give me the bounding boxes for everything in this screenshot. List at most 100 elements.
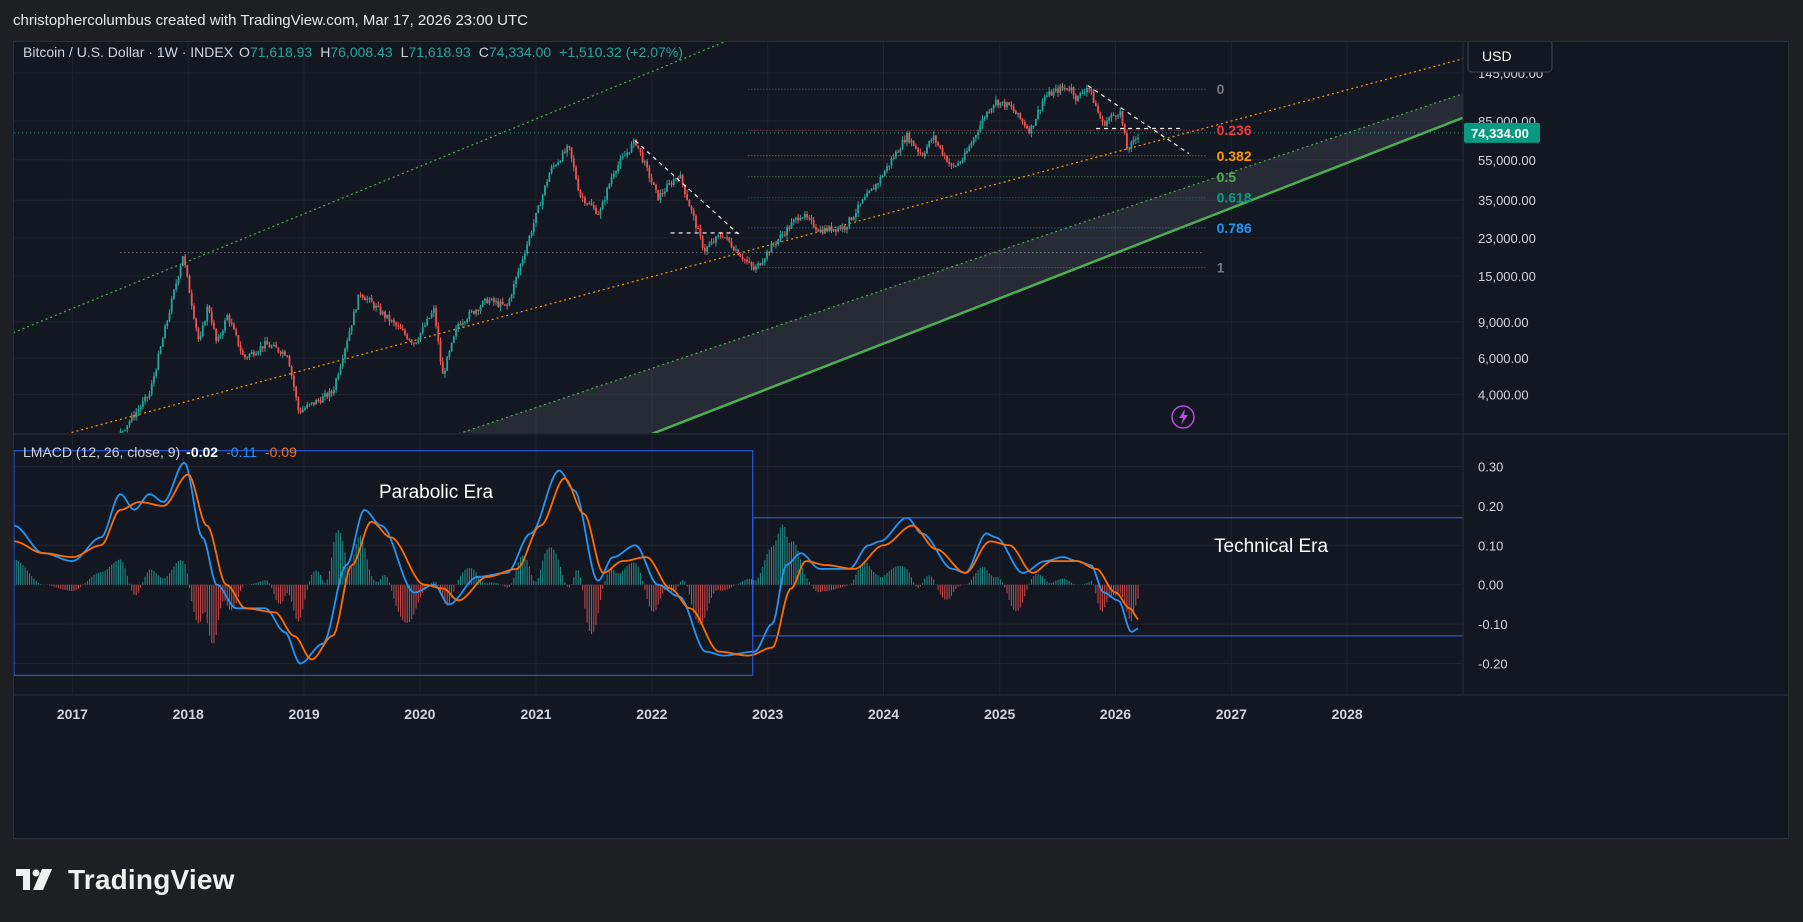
candle-body (977, 131, 979, 136)
candle-body (424, 325, 426, 327)
symbol-name: Bitcoin / U.S. Dollar · 1W · INDEX (23, 44, 234, 60)
candle-body (943, 154, 946, 156)
macd-line (14, 461, 1139, 665)
candle-body (508, 298, 511, 306)
candle-body (792, 219, 795, 223)
time-tick-label: 2018 (173, 706, 204, 722)
candle-body (46, 532, 48, 539)
candle-body (310, 402, 313, 404)
candle-body (104, 460, 106, 464)
candle-body (359, 294, 362, 296)
candle-body (550, 166, 553, 174)
candle-body (426, 318, 429, 326)
candle-body (1132, 139, 1135, 142)
price-tick-label: 35,000.00 (1478, 193, 1536, 208)
lightning-icon[interactable] (1171, 405, 1195, 429)
macd-tick-label: 0.30 (1478, 460, 1503, 475)
fib-level-label: 0 (1217, 81, 1225, 97)
candle-body (295, 387, 298, 398)
candle-body (659, 192, 662, 201)
close-label: C (479, 44, 489, 60)
candle-body (208, 306, 211, 312)
candle-body (201, 325, 204, 336)
candle-body (417, 339, 420, 343)
candle-body (757, 263, 760, 267)
candle-body (648, 167, 651, 178)
candle-body (499, 301, 502, 307)
candle-body (875, 184, 877, 190)
candle-body (681, 174, 684, 185)
chart-canvas[interactable]: 0 0.236 0.382 0.5 0.618 0.786 1 Parabolic Era T… (14, 42, 1788, 838)
candle-body (759, 263, 762, 266)
candle-body (586, 203, 589, 205)
open-value: 71,618.93 (250, 44, 312, 60)
candle-body (888, 165, 891, 167)
candle-body (1072, 87, 1075, 96)
candle-body (370, 298, 373, 303)
candle-body (988, 111, 991, 113)
candle-body (1017, 112, 1019, 115)
candle-body (519, 264, 522, 272)
candle-body (159, 346, 162, 354)
candle-body (195, 318, 198, 329)
candle-body (597, 214, 600, 216)
candle-body (568, 146, 571, 148)
candle-body (968, 146, 971, 152)
candle-body (901, 139, 904, 150)
candle-body (141, 401, 144, 407)
candle-body (1030, 125, 1033, 134)
candle-body (934, 135, 937, 143)
candle-body (683, 184, 686, 195)
candle-body (1110, 114, 1113, 118)
candle-body (292, 375, 295, 388)
candle-body (186, 265, 189, 277)
chart-panel[interactable]: 0 0.236 0.382 0.5 0.618 0.786 1 Parabolic Era T… (13, 41, 1789, 839)
candle-body (161, 338, 164, 347)
candle-body (781, 234, 784, 236)
candle-body (903, 139, 906, 143)
candle-body (217, 336, 220, 341)
candle-body (1126, 133, 1128, 150)
macd-tick-label: 0.10 (1478, 538, 1503, 553)
candle-body (139, 406, 142, 410)
candle-body (204, 321, 206, 326)
candle-body (688, 199, 691, 207)
candle-body (124, 429, 126, 431)
candle-body (861, 199, 864, 204)
candle-body (188, 276, 191, 294)
candle-body (1092, 91, 1095, 104)
candle-body (119, 431, 122, 433)
candle-body (728, 237, 731, 242)
candle-body (121, 430, 124, 432)
candle-body (166, 320, 169, 327)
candle-body (626, 152, 629, 156)
candle-body (428, 317, 431, 319)
candle-body (601, 201, 604, 210)
candle-body (248, 353, 251, 358)
candle-body (748, 261, 751, 263)
macd-line-value: -0.11 (226, 444, 257, 460)
currency-button[interactable] (1467, 42, 1553, 73)
price-tick-label: 23,000.00 (1478, 231, 1536, 246)
candle-body (997, 99, 999, 106)
fib-level-label: 0.382 (1217, 148, 1252, 164)
candle-body (712, 241, 715, 243)
candle-body (544, 185, 546, 195)
candle-body (672, 179, 675, 185)
candle-body (661, 192, 664, 194)
candle-body (917, 148, 920, 152)
candle-body (588, 203, 591, 205)
candle-body (275, 344, 278, 348)
low-value: 71,618.93 (408, 44, 470, 60)
candle-body (392, 320, 395, 323)
candle-body (650, 177, 653, 183)
candle-body (770, 243, 773, 253)
candle-body (857, 204, 860, 213)
candle-body (823, 227, 826, 234)
high-value: 76,008.43 (330, 44, 392, 60)
candle-body (1090, 89, 1093, 92)
candle-body (1046, 95, 1048, 97)
candle-body (1063, 88, 1066, 90)
candle-body (228, 315, 231, 323)
candle-body (906, 133, 908, 143)
